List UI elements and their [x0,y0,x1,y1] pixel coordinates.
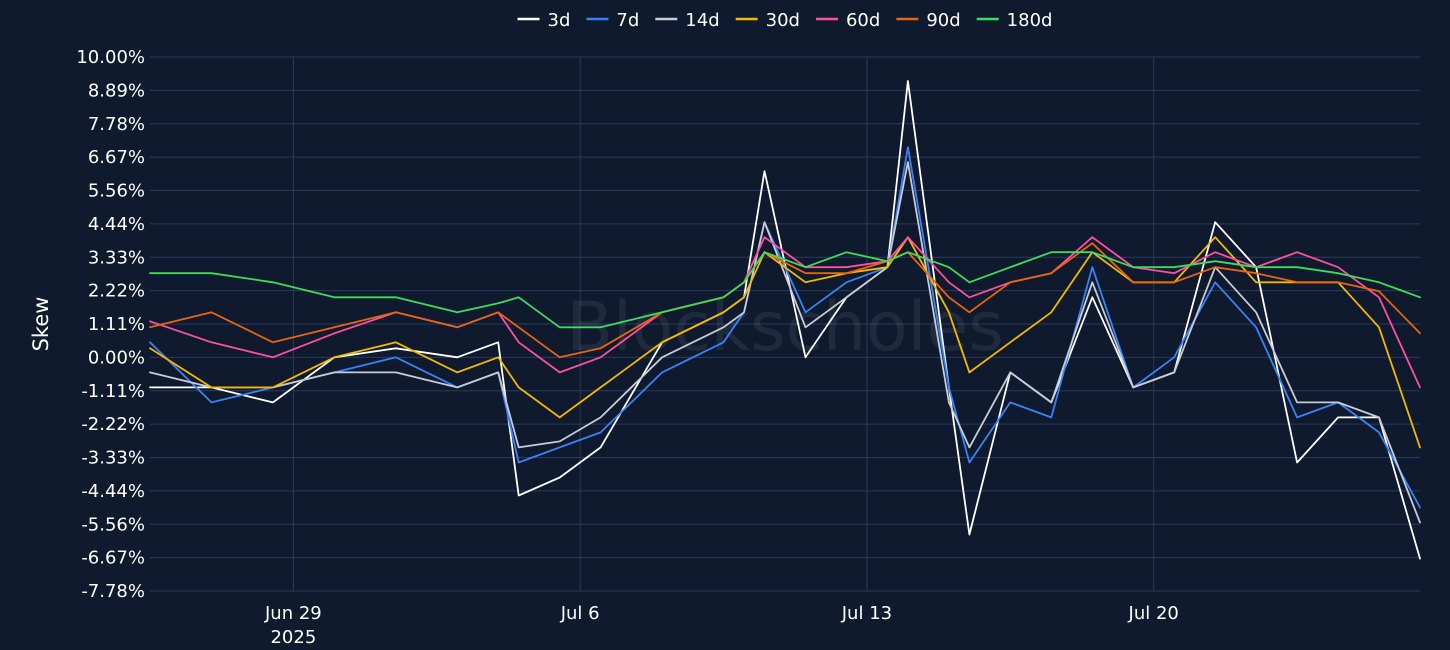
x-tick-label: Jul 6 [560,603,600,624]
legend-item-180d[interactable]: 180d [976,10,1053,31]
x-tick-label: Jun 29 [264,603,322,624]
y-tick-label: -5.56% [81,514,145,535]
legend-item-90d[interactable]: 90d [896,10,961,31]
legend-label: 60d [846,10,880,31]
y-tick-label: 3.33% [88,247,145,268]
x-tick-year-label: 2025 [270,627,316,648]
legend-label: 90d [926,10,960,31]
legend-item-14d[interactable]: 14d [655,10,720,31]
y-tick-label: -6.67% [81,548,145,569]
legend-label: 14d [685,10,719,31]
x-axis-ticks: Jun 29 2025 Jul 6 Jul 13 Jul 20 [264,603,1179,648]
y-tick-label: 2.22% [88,281,145,302]
y-tick-label: -2.22% [81,414,145,435]
y-axis-title: Skew [29,297,53,352]
legend-item-7d[interactable]: 7d [586,10,639,31]
series-lines [149,80,1421,560]
x-tick-label: Jul 20 [1128,603,1179,624]
y-tick-label: 5.56% [88,181,145,202]
y-tick-label: -1.11% [81,381,145,402]
y-tick-label: 8.89% [88,80,145,101]
y-axis-ticks: 10.00% 8.89% 7.78% 6.67% 5.56% 4.44% 3.33% 2.22… [76,47,145,602]
legend-item-30d[interactable]: 30d [735,10,800,31]
y-tick-label: 4.44% [88,214,145,235]
legend-item-60d[interactable]: 60d [815,10,880,31]
legend-label: 180d [1007,10,1053,31]
series-line-90d [149,242,1421,359]
series-line-180d [149,251,1421,329]
y-tick-label: -7.78% [81,581,145,602]
legend-label: 7d [616,10,639,31]
legend-label: 3d [548,10,571,31]
legend-item-3d[interactable]: 3d [517,10,571,31]
y-tick-label: 0.00% [88,347,145,368]
y-tick-label: -3.33% [81,448,145,469]
y-tick-label: 1.11% [88,314,145,335]
y-tick-label: 6.67% [88,147,145,168]
x-tick-label: Jul 13 [841,603,892,624]
y-tick-label: -4.44% [81,481,145,502]
grid [150,56,1420,592]
y-tick-label: 10.00% [76,47,145,68]
y-tick-label: 7.78% [88,114,145,135]
legend-label: 30d [766,10,800,31]
legend[interactable]: 3d 7d 14d 30d 60d 90d 180d [517,10,1053,31]
